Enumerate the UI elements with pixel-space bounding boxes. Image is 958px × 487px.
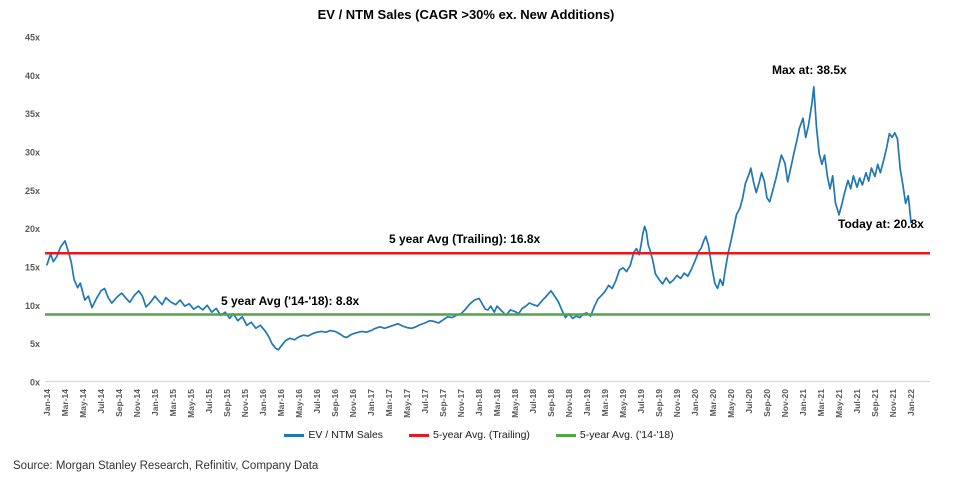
- x-axis-tick-label: Jul-21: [852, 389, 862, 414]
- x-axis-tick-label: Sep-17: [438, 389, 448, 417]
- x-axis-tick-label: Nov-14: [132, 389, 142, 418]
- x-axis-tick-label: Mar-17: [384, 389, 394, 417]
- y-axis-tick-label: 20x: [25, 224, 40, 234]
- x-axis-tick-label: Nov-17: [456, 389, 466, 418]
- x-axis-tick-label: Jan-17: [366, 389, 376, 416]
- x-axis-tick-label: Jul-17: [420, 389, 430, 414]
- x-axis-tick-label: May-21: [834, 389, 844, 418]
- y-axis-tick-label: 15x: [25, 263, 40, 273]
- x-axis-tick-label: Jan-19: [582, 389, 592, 416]
- y-axis-tick-label: 10x: [25, 301, 40, 311]
- x-axis-tick-label: Jul-18: [528, 389, 538, 414]
- x-axis-tick-label: Sep-18: [546, 389, 556, 417]
- x-axis-tick-label: Sep-21: [870, 389, 880, 417]
- early-avg-annotation: 5 year Avg ('14-'18): 8.8x: [221, 294, 360, 308]
- x-axis-tick-label: Nov-21: [888, 389, 898, 418]
- x-axis-tick-label: May-19: [618, 389, 628, 418]
- x-axis-tick-label: Mar-18: [492, 389, 502, 417]
- chart: 0x 5x 10x 15x 20x 25x 30x 35x 40x 45x Jan-14 Mar-14…: [25, 33, 930, 418]
- x-axis-tick-label: May-20: [726, 389, 736, 418]
- y-axis-tick-label: 5x: [30, 339, 40, 349]
- y-axis-tick-label: 0x: [30, 378, 40, 388]
- legend-label: EV / NTM Sales: [308, 429, 384, 441]
- x-axis-tick-label: Sep-14: [114, 389, 124, 417]
- x-axis-tick-label: Sep-19: [654, 389, 664, 417]
- x-axis-tick-label: Nov-15: [240, 389, 250, 418]
- legend-line-swatch-red: [409, 433, 430, 437]
- x-axis-tick-label: Jul-20: [744, 389, 754, 414]
- x-axis-tick-label: Nov-16: [348, 389, 358, 418]
- legend-item-ev-ntm-sales: EV / NTM Sales: [284, 429, 383, 441]
- x-axis-tick-label: Mar-21: [816, 389, 826, 417]
- x-axis-tick-label: Mar-14: [60, 389, 70, 417]
- x-axis-tick-label: Jan-21: [798, 389, 808, 416]
- x-axis-tick-label: Mar-16: [276, 389, 286, 417]
- x-axis-tick-label: Jul-15: [204, 389, 214, 414]
- x-axis-tick-label: Jan-16: [258, 389, 268, 416]
- source-note: Source: Morgan Stanley Research, Refinit…: [13, 460, 319, 472]
- y-axis-tick-label: 25x: [25, 186, 40, 196]
- legend-item-trailing-avg: 5-year Avg. (Trailing): [409, 429, 530, 441]
- legend-label: 5-year Avg. (Trailing): [433, 429, 530, 441]
- y-axis-tick-label: 45x: [25, 33, 40, 43]
- x-axis-tick-label: Jan-18: [474, 389, 484, 416]
- legend-label: 5-year Avg. ('14-'18): [579, 429, 674, 441]
- x-axis-tick-label: Jan-22: [906, 389, 916, 416]
- x-axis-tick-label: Mar-15: [168, 389, 178, 417]
- ev-ntm-sales-line: [46, 85, 912, 351]
- legend-line-swatch-blue: [284, 433, 305, 437]
- x-axis-tick-label: May-15: [186, 389, 196, 418]
- y-axis-tick-label: 35x: [25, 109, 40, 119]
- x-axis-tick-label: May-14: [78, 389, 88, 418]
- x-axis-tick-label: May-18: [510, 389, 520, 418]
- x-axis-tick-label: Mar-19: [600, 389, 610, 417]
- x-axis-tick-label: Nov-19: [672, 389, 682, 418]
- legend-item-early-avg: 5-year Avg. ('14-'18): [555, 429, 674, 441]
- x-axis-tick-label: Sep-15: [222, 389, 232, 417]
- x-axis-tick-label: Nov-20: [780, 389, 790, 418]
- chart-legend: EV / NTM Sales 5-year Avg. (Trailing) 5-…: [0, 429, 958, 441]
- legend-line-swatch-green: [555, 433, 576, 437]
- x-axis-tick-label: Sep-20: [762, 389, 772, 417]
- x-axis-tick-label: Sep-16: [330, 389, 340, 417]
- x-axis-tick-label: Mar-20: [708, 389, 718, 417]
- max-annotation: Max at: 38.5x: [772, 63, 847, 77]
- x-axis-tick-label: Jan-14: [42, 389, 52, 416]
- x-axis-tick-label: Jul-16: [312, 389, 322, 414]
- x-axis-tick-label: Jan-20: [690, 389, 700, 416]
- trailing-avg-annotation: 5 year Avg (Trailing): 16.8x: [389, 232, 541, 246]
- x-axis-tick-label: Jul-14: [96, 389, 106, 414]
- x-axis-tick-label: Nov-18: [564, 389, 574, 418]
- x-axis-tick-label: May-16: [294, 389, 304, 418]
- chart-title: EV / NTM Sales (CAGR >30% ex. New Additi…: [317, 7, 615, 22]
- x-axis-tick-label: May-17: [402, 389, 412, 418]
- x-axis-tick-label: Jul-19: [636, 389, 646, 414]
- y-axis-tick-label: 40x: [25, 71, 40, 81]
- x-axis-tick-label: Jan-15: [150, 389, 160, 416]
- y-axis-tick-label: 30x: [25, 148, 40, 158]
- today-annotation: Today at: 20.8x: [838, 217, 924, 231]
